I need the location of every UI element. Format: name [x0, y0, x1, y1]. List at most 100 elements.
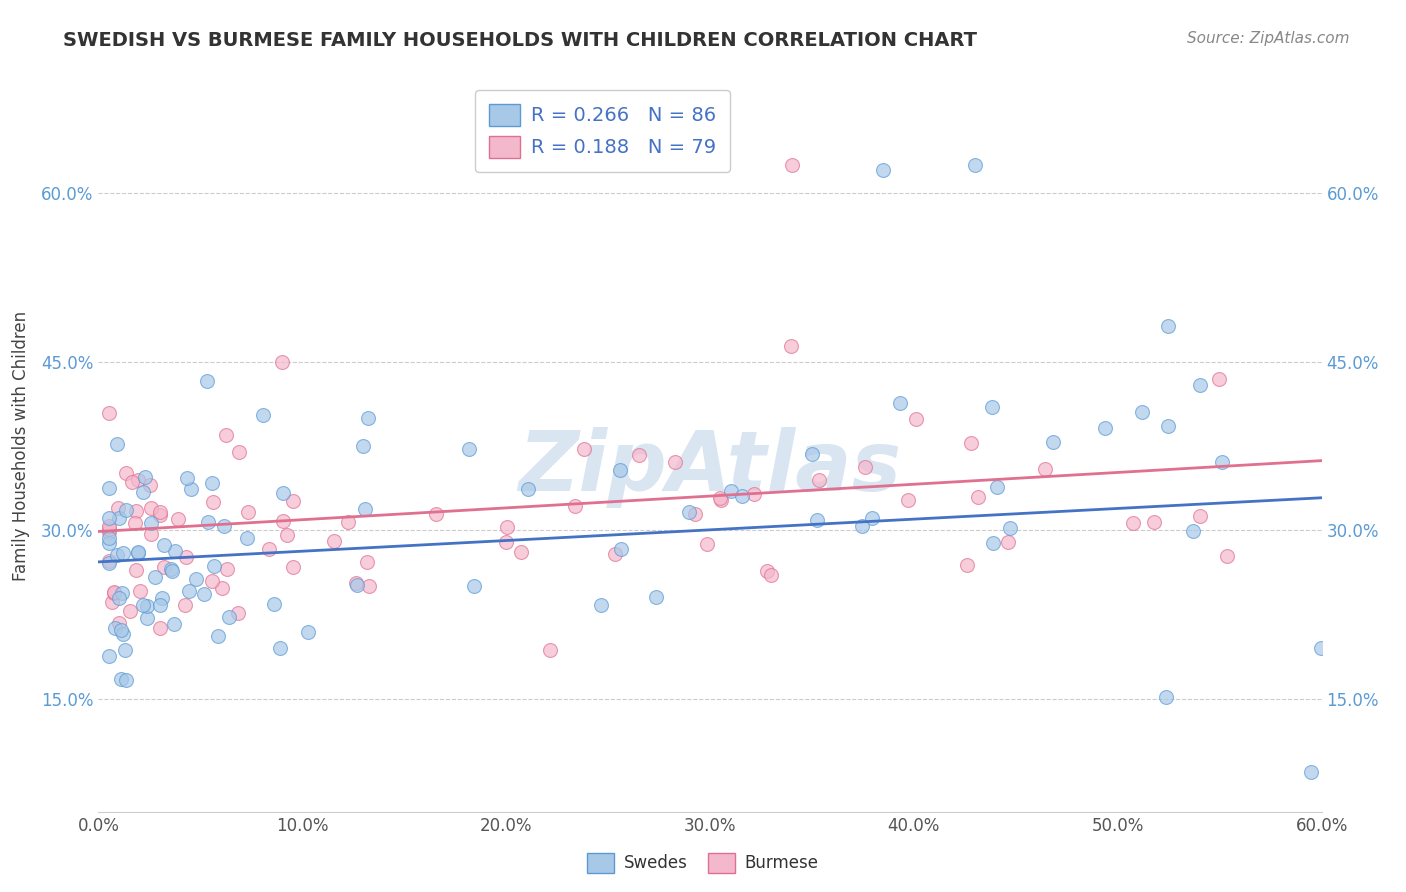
Point — [1208, 372, 1230, 386]
Point — [359, 579, 381, 593]
Point — [853, 460, 876, 475]
Text: Source: ZipAtlas.com: Source: ZipAtlas.com — [1187, 31, 1350, 46]
Point — [959, 435, 981, 450]
Point — [872, 163, 894, 178]
Point — [1310, 640, 1333, 655]
Point — [609, 463, 631, 477]
Point — [162, 564, 184, 578]
Point — [1156, 418, 1178, 433]
Point — [495, 534, 517, 549]
Point — [111, 586, 134, 600]
Point — [107, 500, 129, 515]
Point — [132, 485, 155, 500]
Legend: Swedes, Burmese: Swedes, Burmese — [581, 847, 825, 880]
Point — [110, 672, 132, 686]
Point — [967, 490, 990, 504]
Point — [193, 586, 215, 600]
Point — [108, 591, 131, 605]
Point — [1000, 521, 1022, 535]
Point — [981, 401, 1004, 415]
Point — [1042, 434, 1064, 449]
Point — [1094, 421, 1116, 435]
Point — [201, 476, 224, 491]
Point — [201, 495, 224, 509]
Point — [176, 549, 198, 564]
Point — [149, 621, 172, 635]
Point — [761, 567, 783, 582]
Point — [127, 546, 149, 560]
Point — [153, 559, 176, 574]
Point — [605, 547, 627, 561]
Point — [889, 395, 911, 409]
Point — [127, 545, 149, 559]
Point — [860, 511, 883, 525]
Point — [136, 599, 159, 613]
Point — [678, 505, 700, 519]
Point — [356, 410, 378, 425]
Point — [177, 583, 200, 598]
Point — [152, 591, 174, 606]
Point — [346, 578, 368, 592]
Point — [257, 541, 280, 556]
Point — [720, 483, 742, 498]
Point — [356, 555, 378, 569]
Point — [516, 482, 538, 496]
Point — [153, 538, 176, 552]
Point — [100, 595, 122, 609]
Point — [1215, 549, 1237, 563]
Point — [180, 482, 202, 496]
Point — [115, 503, 138, 517]
Point — [176, 471, 198, 485]
Point — [97, 519, 120, 533]
Point — [105, 548, 128, 562]
Point — [134, 470, 156, 484]
Point — [97, 524, 120, 539]
Point — [139, 526, 162, 541]
Point — [97, 481, 120, 495]
Point — [103, 585, 125, 599]
Point — [664, 455, 686, 469]
Point — [195, 374, 218, 388]
Point — [297, 625, 319, 640]
Point — [236, 505, 259, 519]
Point — [271, 486, 294, 500]
Point — [610, 542, 633, 557]
Point — [807, 473, 830, 487]
Point — [496, 520, 519, 534]
Point — [235, 531, 257, 545]
Point — [1122, 516, 1144, 531]
Point — [956, 558, 979, 572]
Point — [197, 515, 219, 529]
Point — [103, 586, 125, 600]
Point — [186, 572, 208, 586]
Text: ZipAtlas: ZipAtlas — [519, 427, 901, 508]
Point — [1211, 455, 1233, 469]
Point — [226, 606, 249, 620]
Point — [353, 501, 375, 516]
Point — [127, 473, 149, 487]
Point — [965, 158, 987, 172]
Point — [510, 544, 533, 558]
Point — [149, 505, 172, 519]
Point — [129, 584, 152, 599]
Point — [263, 597, 285, 611]
Point — [97, 406, 120, 420]
Point — [1182, 524, 1205, 538]
Point — [98, 522, 121, 536]
Point — [97, 554, 120, 568]
Point — [207, 629, 229, 643]
Point — [564, 499, 586, 513]
Point — [114, 643, 136, 657]
Point — [149, 598, 172, 612]
Point — [108, 616, 131, 631]
Point — [149, 508, 172, 523]
Point — [97, 556, 120, 570]
Point — [1301, 765, 1323, 780]
Point — [211, 581, 233, 595]
Point — [111, 627, 134, 641]
Point — [780, 158, 803, 172]
Point — [110, 624, 132, 638]
Point — [1132, 405, 1154, 419]
Point — [138, 478, 160, 492]
Point — [1157, 318, 1180, 333]
